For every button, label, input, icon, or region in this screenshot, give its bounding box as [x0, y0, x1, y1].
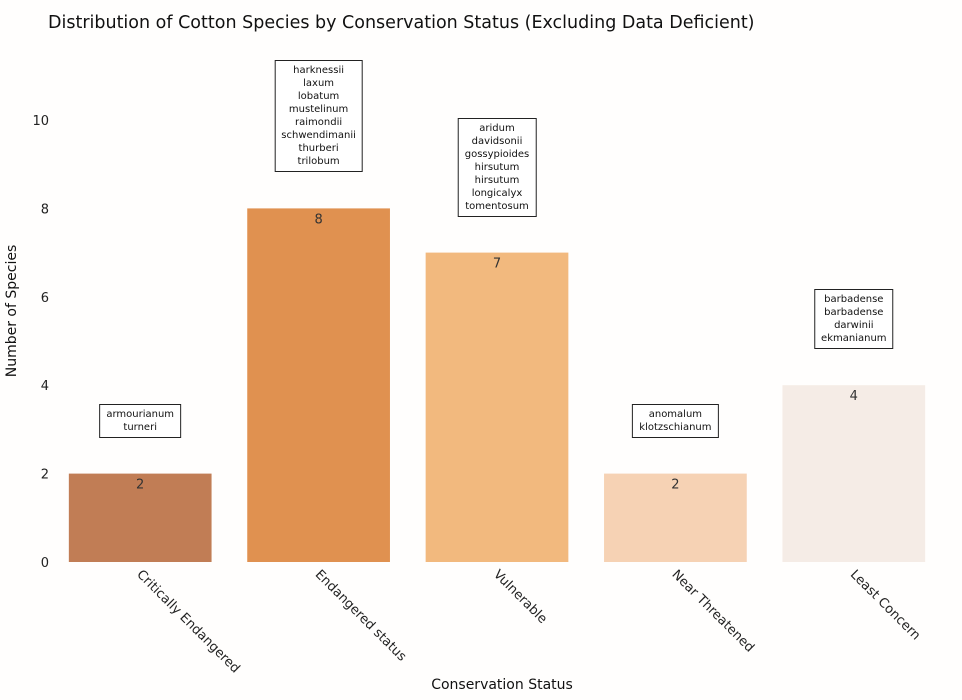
species-name: hirsutum — [474, 174, 520, 186]
species-name: darwinii — [834, 320, 874, 332]
species-annotation: aridum davidsonii gossypioides hirsutum hirs… — [457, 117, 537, 217]
chart-title: Distribution of Cotton Species by Conser… — [48, 13, 755, 33]
bar — [425, 252, 569, 562]
y-tick-label: 8 — [41, 202, 49, 217]
species-name: tomentosum — [465, 200, 529, 212]
x-tick-label: Near Threatened — [669, 567, 757, 655]
species-name: laxum — [303, 78, 335, 90]
bar-value-label: 2 — [671, 478, 679, 493]
species-annotation: armourianum turneri — [99, 403, 182, 438]
species-name: lobatum — [297, 91, 340, 103]
species-name: longicalyx — [471, 187, 523, 199]
bar — [604, 473, 747, 562]
species-name: schwendimanii — [281, 130, 356, 142]
x-tick-label: Least Concern — [847, 567, 923, 643]
species-name: barbadense — [824, 307, 884, 319]
species-name: turneri — [123, 421, 157, 433]
species-name: gossypioides — [464, 148, 530, 160]
bar-value-label: 7 — [493, 257, 501, 272]
bar — [247, 208, 390, 562]
x-axis-label: Conservation Status — [431, 677, 573, 693]
x-tick-label: Endangered status — [312, 567, 409, 664]
species-name: mustelinum — [288, 104, 349, 116]
species-name: trilobum — [297, 156, 340, 168]
y-tick-label: 0 — [41, 556, 49, 571]
bar-value-label: 4 — [850, 389, 858, 404]
species-name: klotzschianum — [639, 421, 712, 433]
species-name: barbadense — [824, 294, 884, 306]
y-tick-label: 6 — [41, 291, 49, 306]
species-name: ekmanianum — [821, 333, 887, 345]
species-annotation: anomalum klotzschianum — [632, 403, 719, 438]
bar-value-label: 2 — [136, 478, 144, 493]
bar — [782, 385, 926, 562]
species-name: hirsutum — [474, 161, 520, 173]
bar-value-label: 8 — [314, 212, 322, 227]
species-name: davidsonii — [471, 135, 523, 147]
x-tick-label: Critically Endangered — [133, 567, 242, 676]
y-tick-label: 10 — [32, 114, 49, 129]
bar — [68, 473, 212, 562]
species-name: harknessii — [293, 65, 345, 77]
species-name: anomalum — [648, 408, 703, 420]
y-tick-label: 2 — [41, 468, 49, 483]
species-name: thurberi — [298, 143, 339, 155]
species-annotation: barbadense barbadense darwinii ekmanianum — [814, 289, 894, 350]
species-annotation: harknessii laxum lobatum mustelinum raimondi… — [274, 60, 363, 173]
y-tick-label: 4 — [41, 379, 49, 394]
species-name: aridum — [479, 122, 515, 134]
species-name: raimondii — [295, 117, 343, 129]
x-tick-label: Vulnerable — [490, 567, 550, 627]
species-name: armourianum — [106, 408, 175, 420]
